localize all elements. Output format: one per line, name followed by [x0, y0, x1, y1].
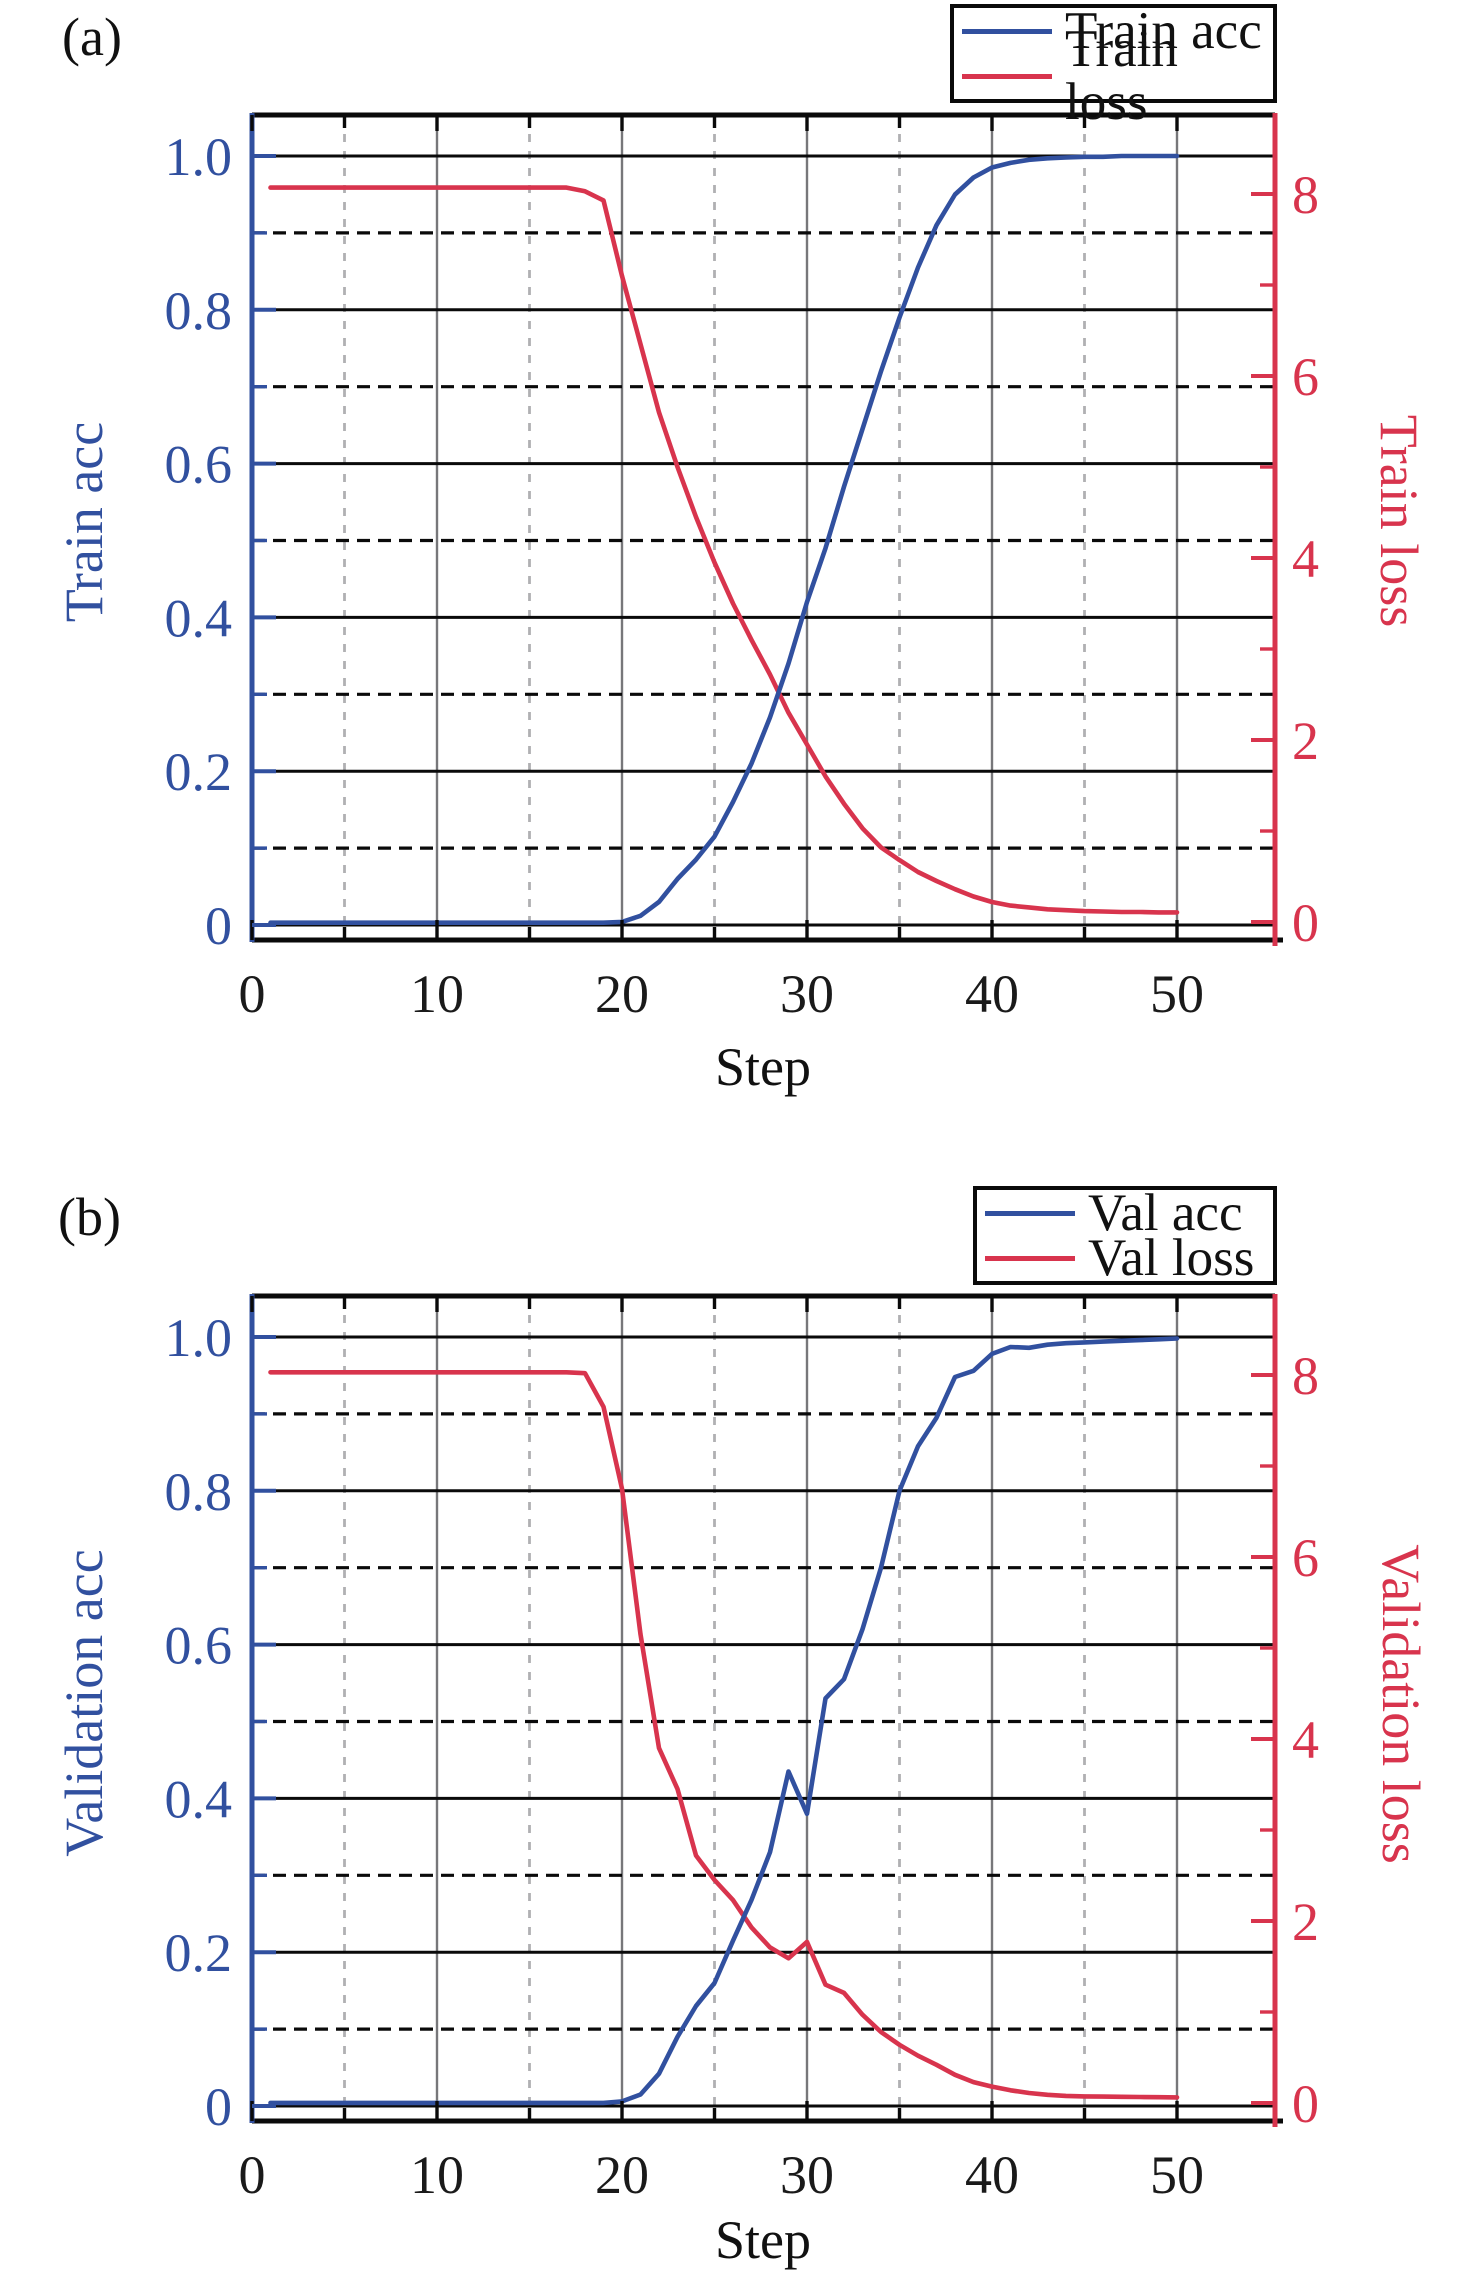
y-tick-label-right: 0 [1292, 893, 1319, 953]
x-axis-title-b: Step [714, 2210, 812, 2270]
legend-entry-val-acc: Val acc [977, 1186, 1273, 1239]
y-tick-label-left: 1.0 [165, 127, 233, 187]
x-tick-label: 20 [595, 2145, 649, 2205]
x-tick-label: 40 [965, 2145, 1019, 2205]
y-tick-label-left: 1.0 [165, 1308, 233, 1368]
x-tick-label: 30 [780, 2145, 834, 2205]
legend-entry-train-loss: Train loss [954, 23, 1273, 129]
left-axis-title-a: Train acc [54, 421, 114, 623]
y-tick-label-left: 0 [205, 2077, 232, 2137]
legend-line-val-loss [985, 1255, 1075, 1261]
y-tick-label-right: 6 [1292, 1528, 1319, 1588]
y-tick-label-left: 0 [205, 896, 232, 956]
legend-a: Train acc Train loss [950, 4, 1277, 129]
legend-entry-train-acc: Train acc [954, 4, 1273, 57]
y-tick-label-left: 0.4 [165, 1769, 233, 1829]
y-tick-label-left: 0.8 [165, 281, 233, 341]
y-tick-label-left: 0.6 [165, 1616, 233, 1676]
curve-val-loss [268, 1370, 1180, 2100]
y-tick-label-right: 6 [1292, 347, 1319, 407]
panel-label-b: (b) [58, 1187, 121, 1247]
right-axis-title-b: Validation loss [1371, 1544, 1431, 1864]
y-tick-label-right: 8 [1292, 1346, 1319, 1406]
y-tick-label-right: 0 [1292, 2074, 1319, 2134]
legend-label-val-acc: Val acc [1088, 1183, 1243, 1242]
curve-train-loss [268, 185, 1180, 915]
y-tick-label-right: 2 [1292, 711, 1319, 771]
y-tick-label-left: 0.4 [165, 588, 233, 648]
y-tick-label-right: 8 [1292, 165, 1319, 225]
y-tick-label-left: 0.2 [165, 742, 233, 802]
x-tick-label: 20 [595, 964, 649, 1024]
panel-label-a: (a) [62, 7, 122, 67]
x-tick-label: 50 [1150, 964, 1204, 1024]
y-tick-label-left: 0.8 [165, 1462, 233, 1522]
legend-label-train-acc: Train acc [1065, 1, 1262, 60]
legend-b: Val acc Val loss [973, 1186, 1277, 1285]
legend-line-train-acc [962, 28, 1052, 34]
x-tick-label: 50 [1150, 2145, 1204, 2205]
curve-val-acc [268, 1336, 1180, 2106]
right-axis-title-a: Train loss [1369, 414, 1429, 628]
x-tick-label: 10 [410, 2145, 464, 2205]
y-tick-label-left: 0.6 [165, 435, 233, 495]
left-axis-title-b: Validation acc [54, 1549, 114, 1857]
y-tick-label-right: 2 [1292, 1892, 1319, 1952]
legend-label-val-loss: Val loss [1088, 1228, 1255, 1287]
legend-line-train-loss [962, 73, 1052, 79]
x-tick-label: 40 [965, 964, 1019, 1024]
x-tick-label: 0 [239, 964, 266, 1024]
y-tick-label-right: 4 [1292, 529, 1319, 589]
legend-label-train-loss: Train loss [1065, 20, 1178, 131]
curve-train-acc [268, 153, 1180, 926]
y-tick-label-left: 0.2 [165, 1923, 233, 1983]
x-axis-title-a: Step [714, 1037, 812, 1097]
x-tick-label: 0 [239, 2145, 266, 2205]
legend-entry-val-loss: Val loss [977, 1231, 1273, 1284]
legend-line-val-acc [985, 1210, 1075, 1216]
x-tick-label: 30 [780, 964, 834, 1024]
x-tick-label: 10 [410, 964, 464, 1024]
y-tick-label-right: 4 [1292, 1710, 1319, 1770]
